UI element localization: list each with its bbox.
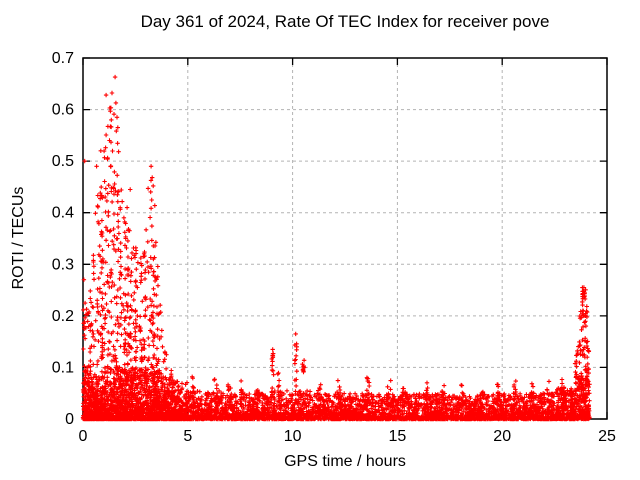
x-tick-label: 0 — [79, 428, 88, 445]
x-axis-label: GPS time / hours — [284, 453, 406, 470]
x-tick-label: 10 — [284, 428, 302, 445]
plot-border — [82, 57, 608, 420]
x-tick-label: 25 — [598, 428, 616, 445]
y-tick-labels: 0 0.1 0.2 0.3 0.4 0.5 0.6 0.7 — [52, 50, 74, 428]
tick-marks — [82, 57, 608, 420]
gridlines — [83, 58, 607, 419]
chart-title: Day 361 of 2024, Rate Of TEC Index for r… — [140, 12, 550, 31]
y-tick-label: 0.5 — [52, 153, 74, 170]
x-tick-label: 15 — [389, 428, 407, 445]
y-tick-label: 0.3 — [52, 256, 74, 273]
scatter-points — [80, 74, 592, 422]
y-tick-label: 0.2 — [52, 308, 74, 325]
x-tick-label: 5 — [183, 428, 192, 445]
y-tick-label: 0.1 — [52, 359, 74, 376]
y-tick-label: 0.7 — [52, 50, 74, 67]
y-tick-label: 0.6 — [52, 102, 74, 119]
x-tick-labels: 0 5 10 15 20 25 — [79, 428, 616, 445]
x-tick-label: 20 — [493, 428, 511, 445]
y-tick-label: 0.4 — [52, 205, 74, 222]
y-tick-label: 0 — [65, 411, 74, 428]
